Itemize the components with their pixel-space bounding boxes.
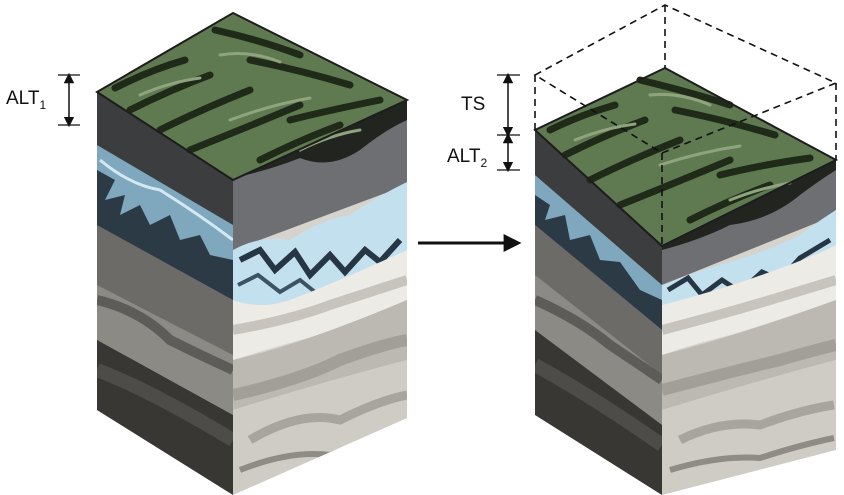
soil-block-after-front-face bbox=[662, 160, 836, 495]
ts-label: TS bbox=[461, 94, 485, 115]
alt1-dimension: ALT1 bbox=[6, 72, 80, 128]
soil-block-before bbox=[95, 11, 410, 495]
alt2-subscript: 2 bbox=[480, 156, 487, 170]
svg-text:ALT1: ALT1 bbox=[6, 88, 46, 112]
original-surface-outline bbox=[533, 4, 839, 246]
soil-block-after-left-face bbox=[535, 130, 662, 495]
alt2-label: ALT bbox=[447, 146, 481, 167]
alt1-subscript: 1 bbox=[39, 98, 46, 112]
ts-dimension: TS bbox=[461, 72, 520, 138]
svg-text:ALT2: ALT2 bbox=[447, 146, 487, 170]
alt1-label: ALT bbox=[6, 88, 40, 109]
soil-block-before-top-vegetation bbox=[95, 11, 410, 182]
soil-block-after bbox=[533, 4, 839, 495]
alt2-dimension: ALT2 bbox=[447, 132, 520, 173]
